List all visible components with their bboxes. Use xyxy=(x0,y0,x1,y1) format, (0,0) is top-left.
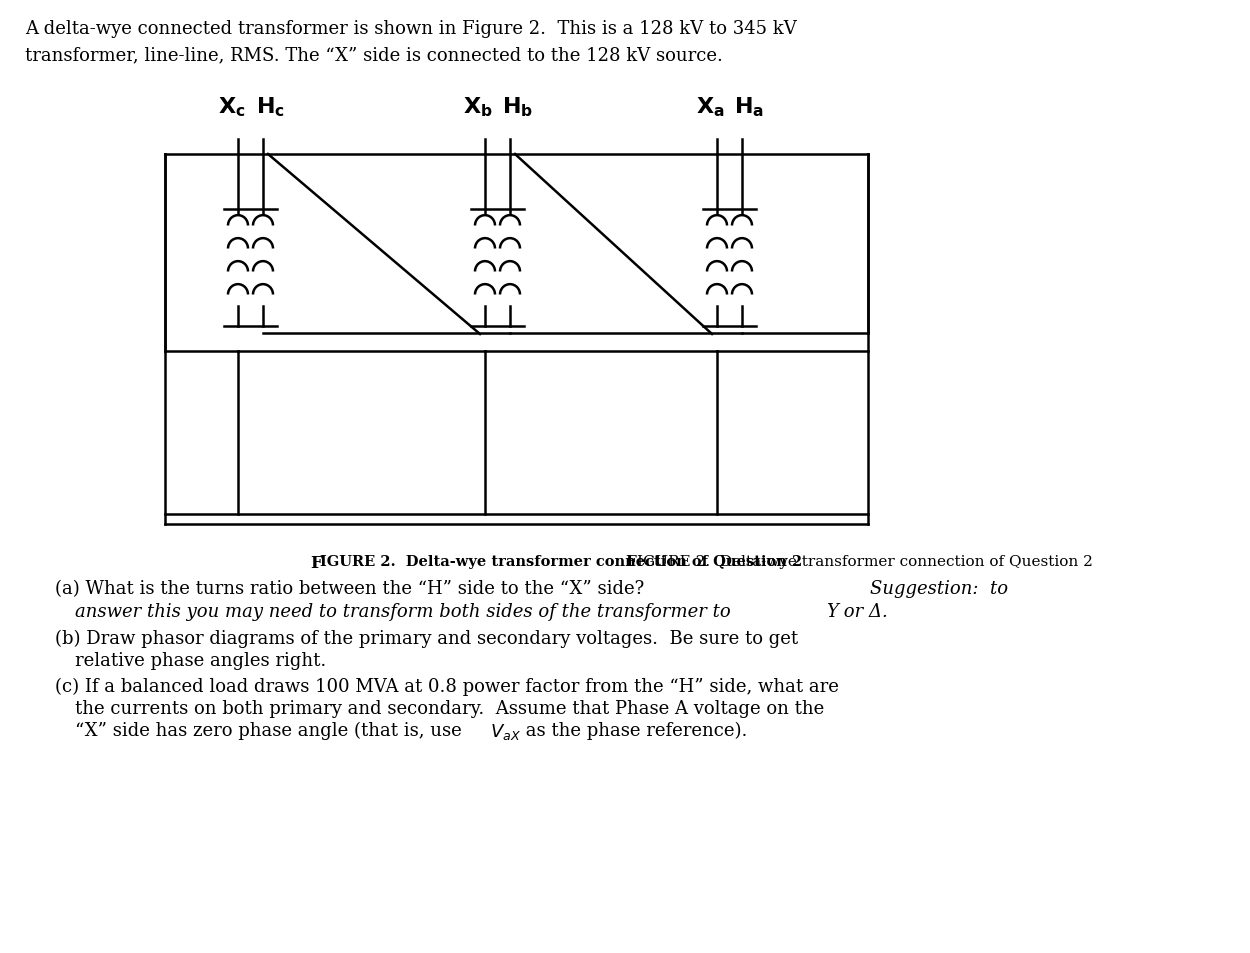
Text: $V_{aX}$: $V_{aX}$ xyxy=(490,721,521,741)
Text: F: F xyxy=(625,555,636,568)
Text: $\mathbf{X_c}$: $\mathbf{X_c}$ xyxy=(217,95,245,119)
Text: $\mathbf{X_a}$: $\mathbf{X_a}$ xyxy=(696,95,725,119)
Text: $\mathbf{X_b}$: $\mathbf{X_b}$ xyxy=(462,95,492,119)
Text: (a) What is the turns ratio between the “H” side to the “X” side?: (a) What is the turns ratio between the … xyxy=(55,579,656,598)
Text: or Δ.: or Δ. xyxy=(838,602,887,620)
Text: as the phase reference).: as the phase reference). xyxy=(520,721,748,740)
Text: relative phase angles right.: relative phase angles right. xyxy=(75,651,326,669)
Text: F: F xyxy=(310,555,321,572)
Text: the currents on both primary and secondary.  Assume that Phase A voltage on the: the currents on both primary and seconda… xyxy=(75,700,824,718)
Text: (b) Draw phasor diagrams of the primary and secondary voltages.  Be sure to get: (b) Draw phasor diagrams of the primary … xyxy=(55,629,799,648)
Text: IGURE 2.  Delta-wye transformer connection of Question 2: IGURE 2. Delta-wye transformer connectio… xyxy=(320,555,802,568)
Text: $\mathbf{H_c}$: $\mathbf{H_c}$ xyxy=(255,95,285,119)
Text: IGURE 2.  Delta-wye transformer connection of Question 2: IGURE 2. Delta-wye transformer connectio… xyxy=(638,555,1092,568)
Text: $\mathbf{H_a}$: $\mathbf{H_a}$ xyxy=(735,95,765,119)
Text: answer this you may need to transform both sides of the transformer to: answer this you may need to transform bo… xyxy=(75,602,736,620)
Text: “X” side has zero phase angle (that is, use: “X” side has zero phase angle (that is, … xyxy=(75,721,468,740)
Text: $\mathbf{H_b}$: $\mathbf{H_b}$ xyxy=(503,95,534,119)
Text: Y: Y xyxy=(826,602,838,620)
Text: Suggestion:  to: Suggestion: to xyxy=(870,579,1008,598)
Text: (c) If a balanced load draws 100 MVA at 0.8 power factor from the “H” side, what: (c) If a balanced load draws 100 MVA at … xyxy=(55,678,839,696)
Text: A delta-wye connected transformer is shown in Figure 2.  This is a 128 kV to 345: A delta-wye connected transformer is sho… xyxy=(25,20,796,65)
